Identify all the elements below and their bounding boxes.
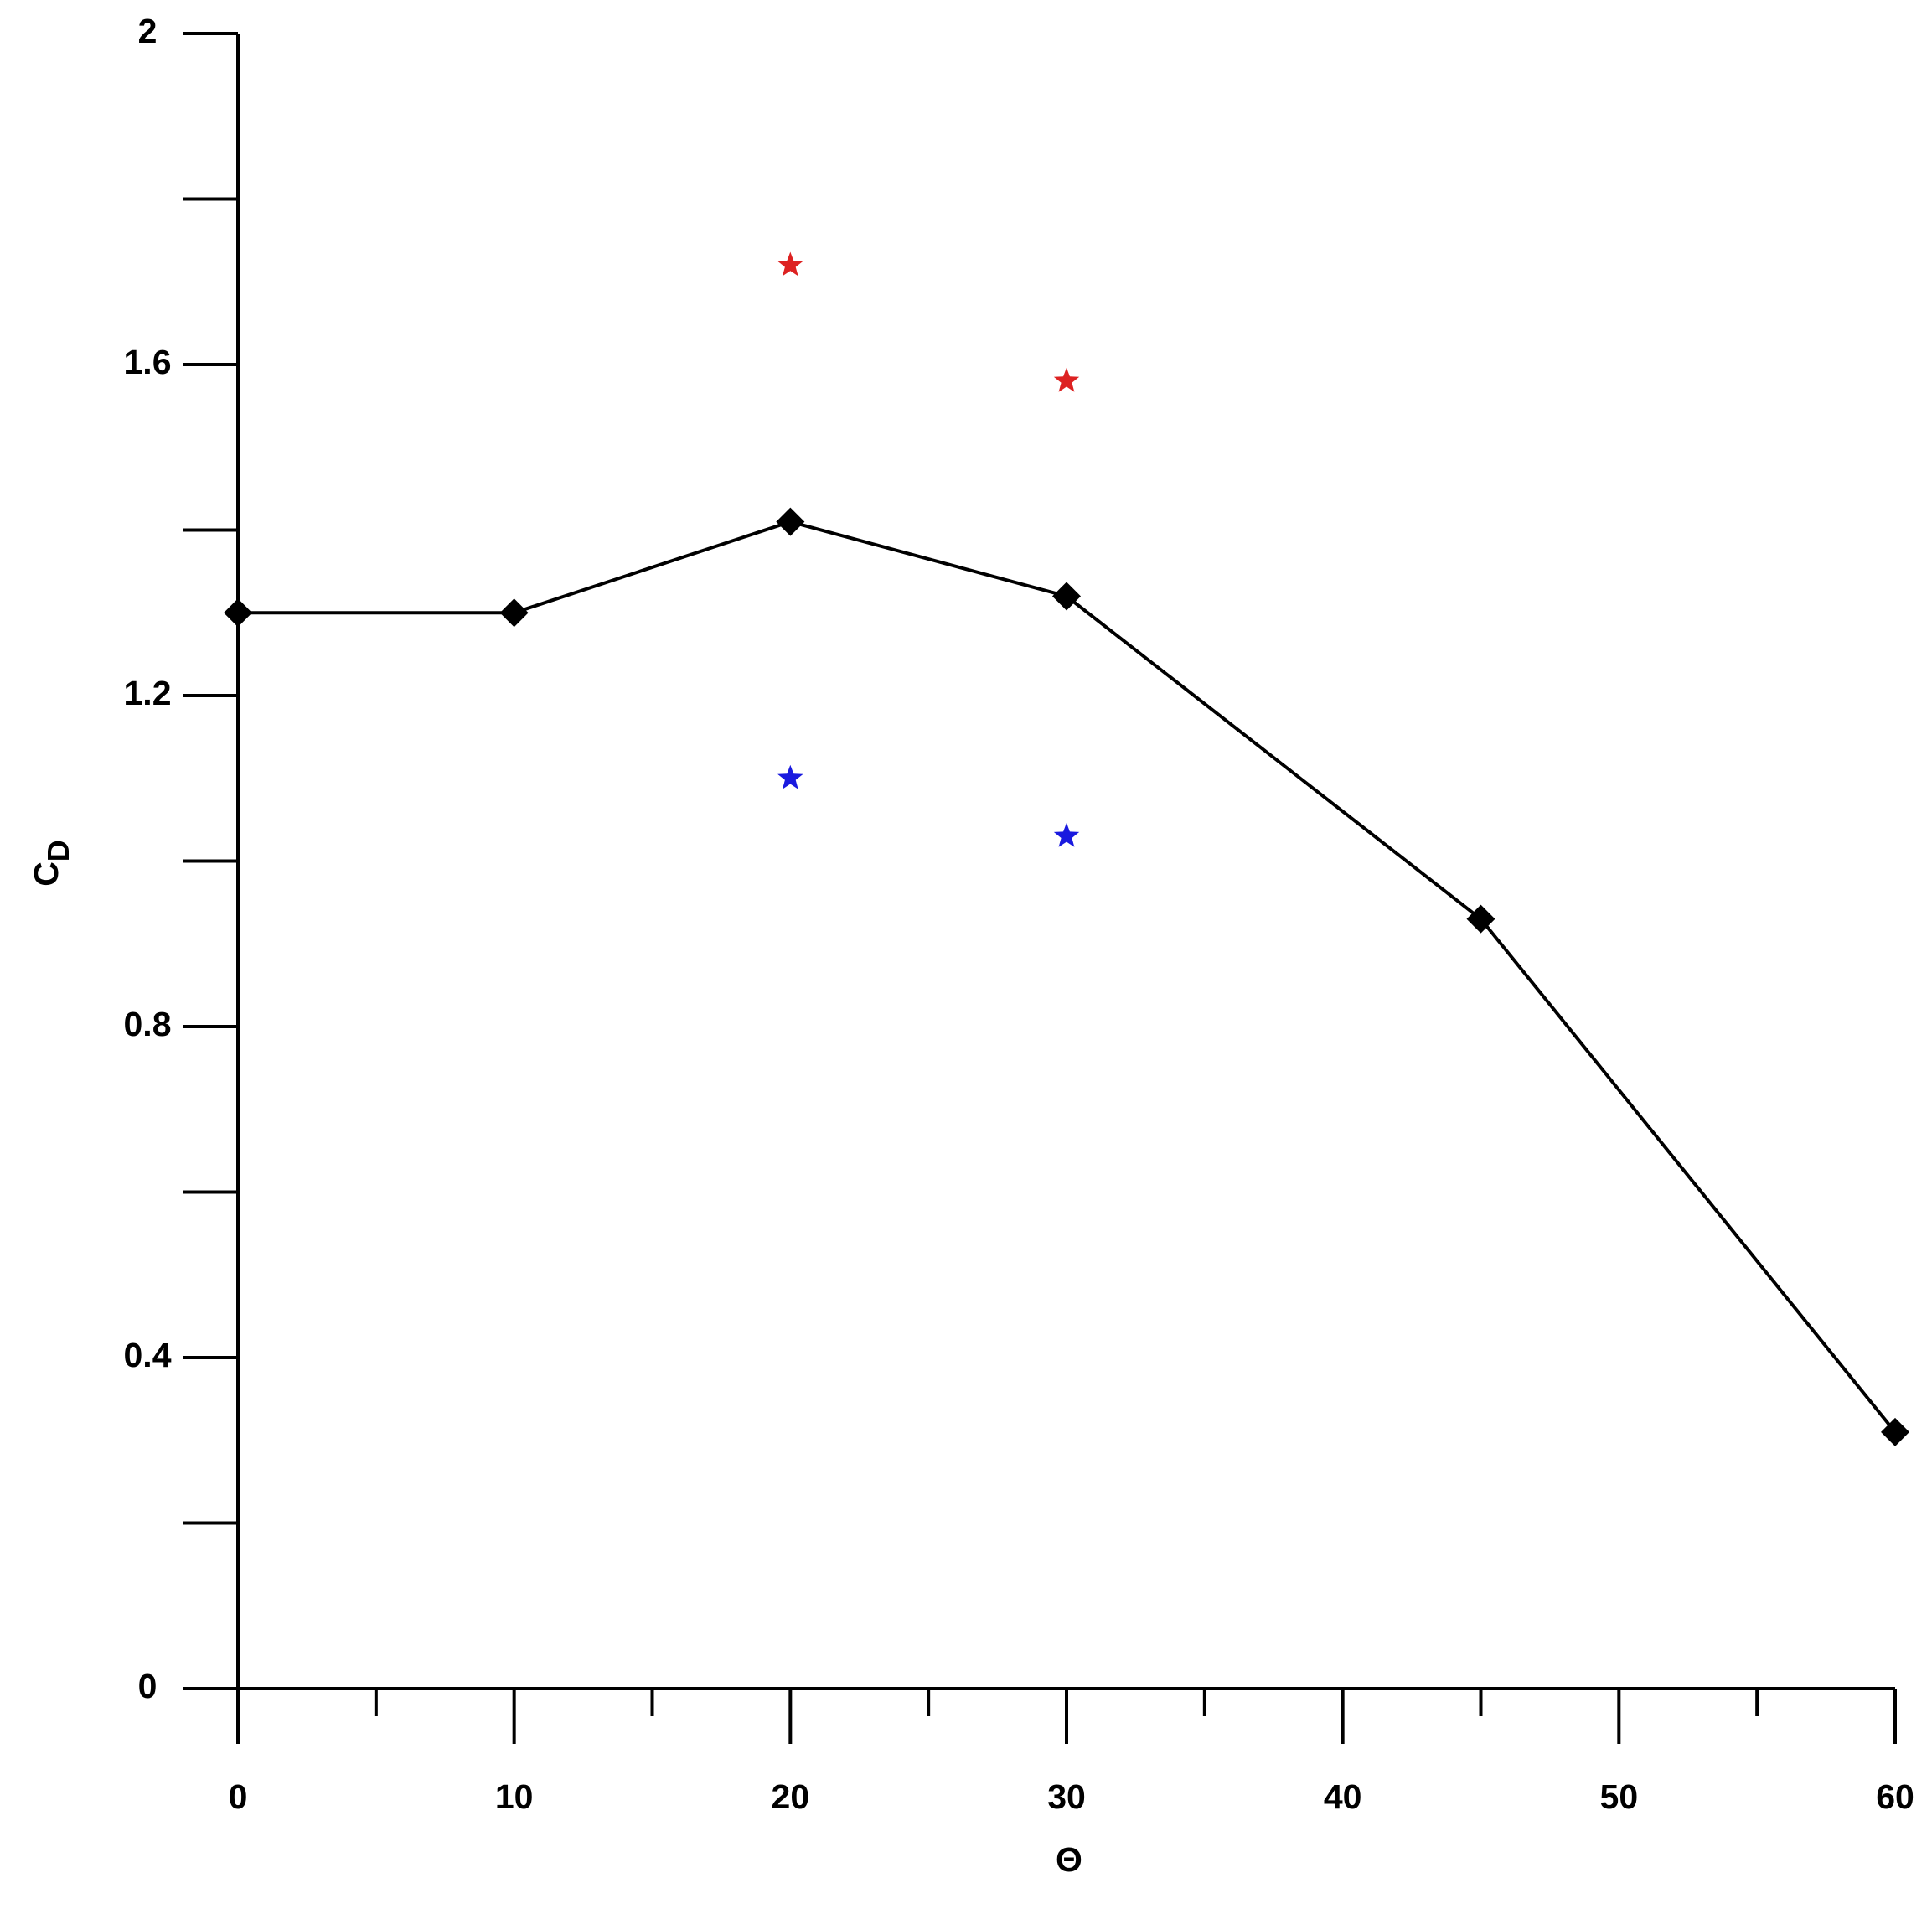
x-tick-label: 50 [1600, 1777, 1639, 1816]
x-tick-label: 10 [495, 1777, 534, 1816]
series-line [238, 520, 1897, 1434]
y-axis-label-main: C [27, 861, 65, 887]
y-tick-label: 0 [138, 1667, 158, 1705]
data-point [777, 764, 803, 789]
x-tick-label: 40 [1324, 1777, 1362, 1816]
x-tick-label: 60 [1876, 1777, 1914, 1816]
x-axis-label: Θ [1056, 1840, 1082, 1879]
y-axis-label-subscript: D [41, 840, 75, 861]
data-point [777, 251, 803, 277]
data-point [1466, 904, 1495, 934]
x-tick-label: 0 [229, 1777, 248, 1816]
y-tick-label: 0.8 [124, 1005, 172, 1043]
y-tick-label: 1.2 [124, 674, 172, 712]
data-point [1053, 822, 1080, 847]
x-tick-label: 30 [1047, 1777, 1086, 1816]
data-point [1053, 367, 1080, 392]
axis-labels: Θ CD [27, 840, 1082, 1879]
data-point [224, 598, 252, 628]
y-tick-label: 0.4 [124, 1336, 172, 1374]
data-point [499, 598, 529, 628]
data-point [776, 507, 805, 536]
data-point [1052, 582, 1081, 611]
y-tick-label: 1.6 [124, 343, 172, 381]
y-axis-label: CD [27, 840, 75, 887]
y-tick-label: 2 [138, 12, 158, 50]
data-point [1881, 1417, 1909, 1446]
x-tick-label: 20 [772, 1777, 810, 1816]
